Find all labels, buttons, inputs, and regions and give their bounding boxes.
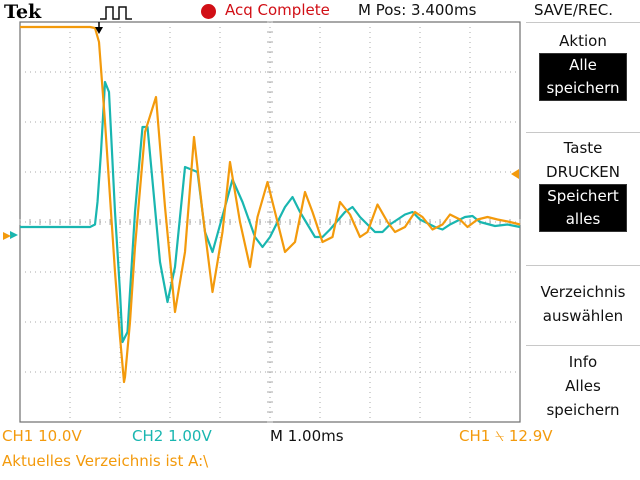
acq-status: Acq Complete	[225, 1, 330, 19]
menu-title: SAVE/REC.	[534, 1, 614, 19]
waveform-traces	[20, 25, 521, 384]
menu-print-label: Taste	[563, 139, 603, 157]
ch2-ground-marker-icon	[10, 231, 18, 239]
side-menu: Aktion Alle speichern Taste DRUCKEN Spei…	[526, 22, 640, 426]
trigger-pulse-icon	[100, 6, 132, 20]
status-line: Aktuelles Verzeichnis ist A:\	[2, 452, 209, 470]
brand-logo: Tek	[4, 1, 42, 23]
menu-info-label3: speichern	[546, 401, 620, 419]
menu-action[interactable]: Aktion Alle speichern	[526, 22, 640, 124]
menu-action-value[interactable]: Alle speichern	[539, 53, 627, 101]
menu-directory-label2: auswählen	[542, 307, 624, 325]
ch1-trace	[20, 25, 521, 384]
trigger-readout: CH1 ⍀ 12.9V	[459, 427, 553, 445]
ch2-scale: CH2 1.00V	[132, 427, 212, 445]
menu-info[interactable]: Info Alles speichern	[526, 345, 640, 426]
menu-action-value-line2: speichern	[546, 79, 620, 97]
menu-action-value-line1: Alle	[569, 56, 597, 74]
ch1-scale: CH1 10.0V	[2, 427, 82, 445]
channel-markers	[3, 22, 519, 240]
menu-info-label: Info	[568, 353, 598, 371]
menu-print-value-line1: Speichert	[547, 187, 619, 205]
menu-print-button[interactable]: Taste DRUCKEN Speichert alles	[526, 132, 640, 266]
acq-status-dot-icon	[201, 4, 216, 19]
menu-action-label: Aktion	[559, 32, 607, 50]
time-scale: M 1.00ms	[270, 427, 344, 445]
menu-directory-label: Verzeichnis	[540, 283, 626, 301]
ch1-ground-marker-icon	[3, 232, 11, 240]
menu-print-label2: DRUCKEN	[546, 163, 620, 181]
trigger-level-icon	[511, 169, 519, 179]
menu-select-directory[interactable]: Verzeichnis auswählen	[526, 265, 640, 345]
trigger-position-icon	[95, 27, 103, 34]
menu-print-value-line2: alles	[565, 210, 601, 228]
menu-info-label2: Alles	[565, 377, 601, 395]
ch2-trace	[20, 80, 521, 344]
horizontal-position: M Pos: 3.400ms	[358, 1, 477, 19]
menu-print-value[interactable]: Speichert alles	[539, 184, 627, 232]
